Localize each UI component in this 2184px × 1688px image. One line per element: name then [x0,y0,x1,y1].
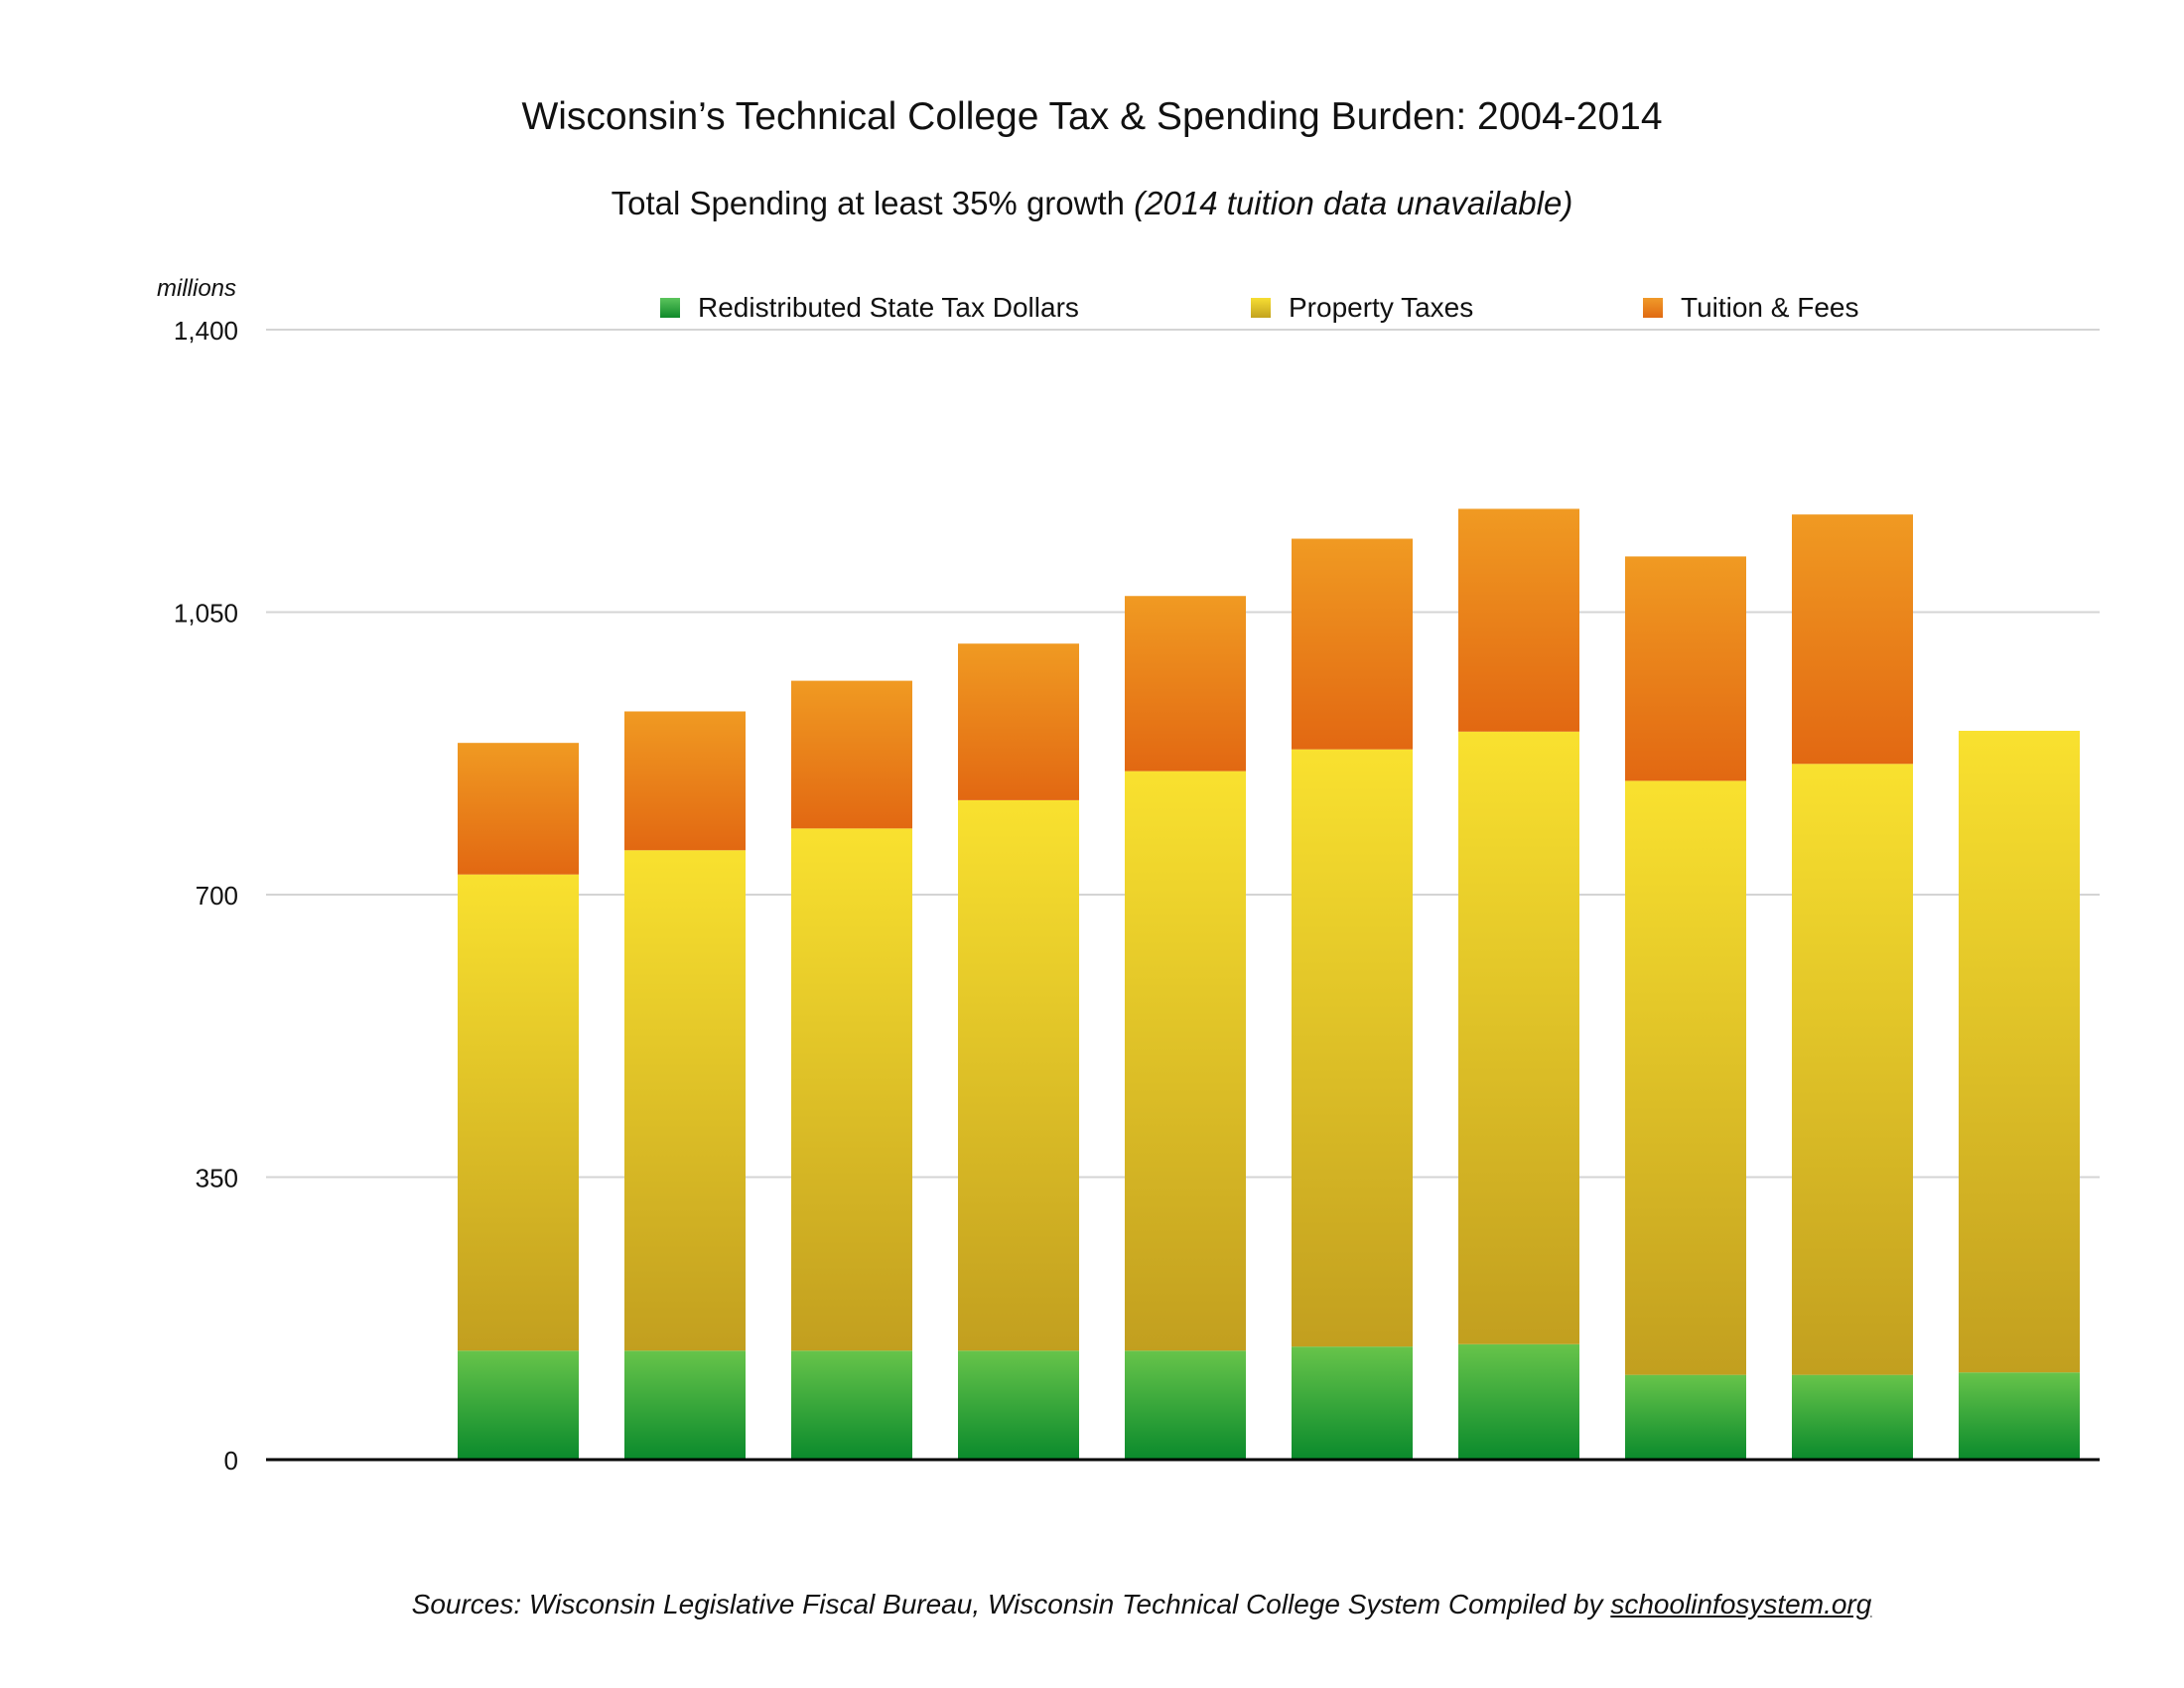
legend-swatch-property [1251,298,1271,318]
bar-segment-state [1792,1374,1913,1460]
bar-segment-tuition [1458,508,1579,732]
bar-segment-property [1125,771,1246,1351]
y-tick-label: 0 [224,1446,238,1476]
y-axis-units-label: millions [157,275,237,302]
bar-segment-property [1792,764,1913,1375]
bar-segment-state [1125,1350,1246,1460]
y-tick-label: 1,050 [174,599,238,629]
bar-segment-tuition [791,680,912,829]
bar-segment-state [1458,1343,1579,1460]
legend-swatch-tuition [1643,298,1663,318]
y-tick-label: 350 [196,1164,238,1194]
legend-item-property: Property Taxes [1251,292,1473,324]
bar-stacks [458,508,2080,1460]
bar-segment-property [958,799,1079,1351]
subtitle-main: Total Spending at least 35% growth [611,185,1125,221]
bar-segment-tuition [1625,556,1746,781]
sources-link[interactable]: schoolinfosystem.org [1610,1589,1872,1619]
y-axis-ticks: 0 350 700 1,050 1,400 [174,316,238,1476]
bar-segment-property [458,874,579,1351]
bar-segment-state [958,1350,1079,1460]
bar-segment-state [624,1350,746,1460]
legend-label-tuition: Tuition & Fees [1681,292,1859,323]
bar-segment-property [1458,731,1579,1344]
legend-item-tuition: Tuition & Fees [1643,292,1858,324]
y-tick-label: 1,400 [174,316,238,346]
sources-note: Sources: Wisconsin Legislative Fiscal Bu… [0,1589,2184,1620]
chart-title: Wisconsin’s Technical College Tax & Spen… [521,95,1663,138]
bar-segment-state [458,1350,579,1460]
bar-segment-tuition [958,643,1079,800]
bar-segment-property [624,850,746,1351]
legend-label-state: Redistributed State Tax Dollars [698,292,1079,323]
y-tick-label: 700 [196,881,238,911]
bar-segment-state [1625,1374,1746,1460]
legend-item-state: Redistributed State Tax Dollars [660,292,1079,324]
bar-segment-property [1959,730,2080,1373]
legend-label-property: Property Taxes [1289,292,1474,323]
bar-segment-state [791,1350,912,1460]
bar-segment-state [1959,1372,2080,1460]
legend-swatch-state [660,298,680,318]
bar-segment-property [1292,749,1413,1347]
bar-segment-property [791,828,912,1351]
sources-text: Sources: Wisconsin Legislative Fiscal Bu… [411,1589,1603,1619]
bar-segment-tuition [1792,514,1913,765]
bar-segment-tuition [1292,538,1413,750]
chart-subtitle: Total Spending at least 35% growth (2014… [0,185,2184,222]
subtitle-note: (2014 tuition data unavailable) [1134,185,1573,221]
bar-segment-tuition [624,711,746,851]
bar-segment-tuition [458,743,579,875]
bar-segment-tuition [1125,596,1246,772]
bar-segment-state [1292,1346,1413,1460]
bar-segment-property [1625,780,1746,1375]
